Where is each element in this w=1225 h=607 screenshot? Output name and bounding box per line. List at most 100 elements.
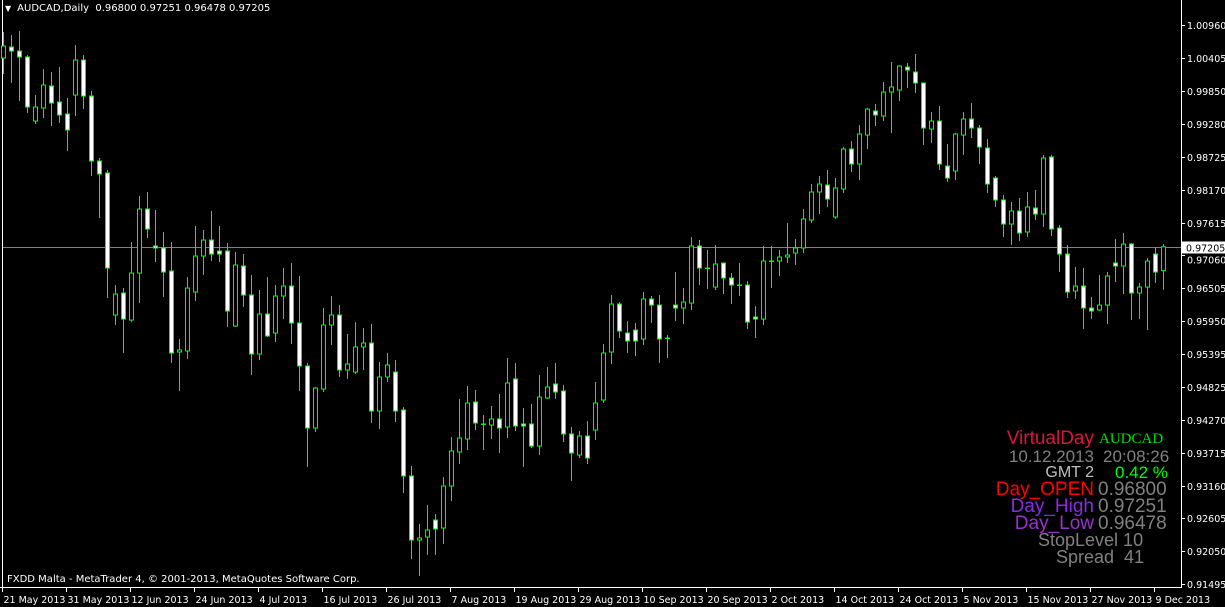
bull-candle: [737, 263, 742, 297]
bull-candle: [817, 176, 822, 215]
candle-body: [377, 376, 382, 412]
bull-candle: [233, 252, 238, 328]
bull-candle: [441, 476, 446, 545]
candle-body: [313, 387, 318, 429]
info-time: 20:08:26: [1103, 447, 1170, 466]
candle-body: [369, 342, 374, 412]
bull-candle: [129, 242, 134, 323]
bear-candle: [657, 295, 662, 363]
bull-candle: [641, 292, 646, 346]
candle-body: [417, 537, 422, 541]
candle-body: [385, 364, 390, 378]
price-tick-label: 0.98725: [1187, 153, 1225, 164]
price-tick-label: 0.94825: [1187, 383, 1225, 394]
candle-body: [521, 423, 526, 427]
candle-body: [857, 133, 862, 165]
time-tick-label: 26 Jul 2013: [388, 595, 442, 606]
bear-candle: [409, 465, 414, 560]
bear-candle: [617, 302, 622, 339]
candle-body: [113, 293, 118, 316]
candle-body: [265, 313, 270, 337]
candle-body: [65, 113, 70, 131]
info-stoplevel: StopLevel 10: [1038, 530, 1144, 550]
candle-body: [105, 172, 110, 269]
candle-body: [17, 50, 22, 58]
bull-candle: [137, 196, 142, 304]
candle-body: [913, 71, 918, 84]
bear-candle: [89, 91, 94, 177]
candle-body: [729, 277, 734, 286]
candle-body: [937, 120, 942, 165]
bull-candle: [537, 375, 542, 456]
bull-candle: [193, 226, 198, 302]
candle-body: [625, 332, 630, 342]
candle-body: [617, 303, 622, 332]
bear-candle: [569, 427, 574, 481]
bear-candle: [1017, 198, 1022, 242]
candle-body: [641, 298, 646, 340]
candle-body: [481, 423, 486, 426]
bear-candle: [369, 324, 374, 424]
candle-body: [273, 295, 278, 334]
bear-candle: [473, 389, 478, 431]
info-high-label: Day_High: [1010, 496, 1094, 517]
candle-body: [81, 59, 86, 97]
bear-candle: [529, 404, 534, 449]
bear-candle: [561, 385, 566, 443]
price-tick-label: 1.00960: [1187, 21, 1225, 32]
candle-body: [1033, 207, 1038, 215]
bull-candle: [713, 245, 718, 291]
bear-candle: [1081, 268, 1086, 330]
candle-body: [1161, 246, 1166, 272]
bull-candle: [377, 361, 382, 430]
bear-candle: [849, 140, 854, 172]
bull-candle: [545, 367, 550, 400]
bull-candle: [609, 295, 614, 365]
bull-candle: [689, 237, 694, 311]
candle-body: [97, 160, 102, 175]
candle-body: [921, 82, 926, 129]
bull-candle: [41, 68, 46, 119]
bear-candle: [721, 262, 726, 295]
bull-candle: [785, 223, 790, 264]
candle-body: [33, 106, 38, 122]
bear-candle: [401, 407, 406, 494]
candle-body: [1, 45, 6, 59]
bull-candle: [1137, 283, 1142, 320]
candle-body: [425, 529, 430, 538]
info-symbol: AUDCAD: [1099, 431, 1164, 447]
bear-candle: [169, 242, 174, 363]
candle-body: [801, 218, 806, 249]
bull-candle: [705, 250, 710, 290]
bear-candle: [209, 211, 214, 262]
candle-body: [633, 329, 638, 342]
candle-body: [161, 247, 166, 273]
bull-candle: [769, 246, 774, 289]
bear-candle: [1089, 297, 1094, 320]
candle-body: [809, 191, 814, 221]
bear-candle: [105, 169, 110, 299]
price-tick-label: 0.93160: [1187, 482, 1225, 493]
bear-candle: [673, 272, 678, 322]
triangle-down-icon[interactable]: ▼: [5, 4, 12, 13]
candle-body: [1137, 286, 1142, 294]
candle-body: [1121, 243, 1126, 267]
bull-candle: [489, 406, 494, 440]
price-tick-label: 0.97060: [1187, 256, 1225, 267]
candle-body: [545, 386, 550, 399]
candle-body: [721, 262, 726, 279]
chart-ohlc-readout: 0.96800 0.97251 0.96478 0.97205: [95, 3, 271, 14]
candle-body: [281, 285, 286, 297]
bull-candle: [665, 335, 670, 359]
bull-candle: [465, 386, 470, 450]
bull-candle: [281, 268, 286, 320]
candle-body: [897, 65, 902, 91]
candle-body: [681, 301, 686, 309]
info-high-value: 0.97251: [1098, 496, 1167, 517]
bull-candle: [1145, 258, 1150, 331]
bear-candle: [1001, 195, 1006, 238]
bear-candle: [81, 55, 86, 110]
candle-body: [665, 337, 670, 340]
candle-body: [257, 313, 262, 355]
